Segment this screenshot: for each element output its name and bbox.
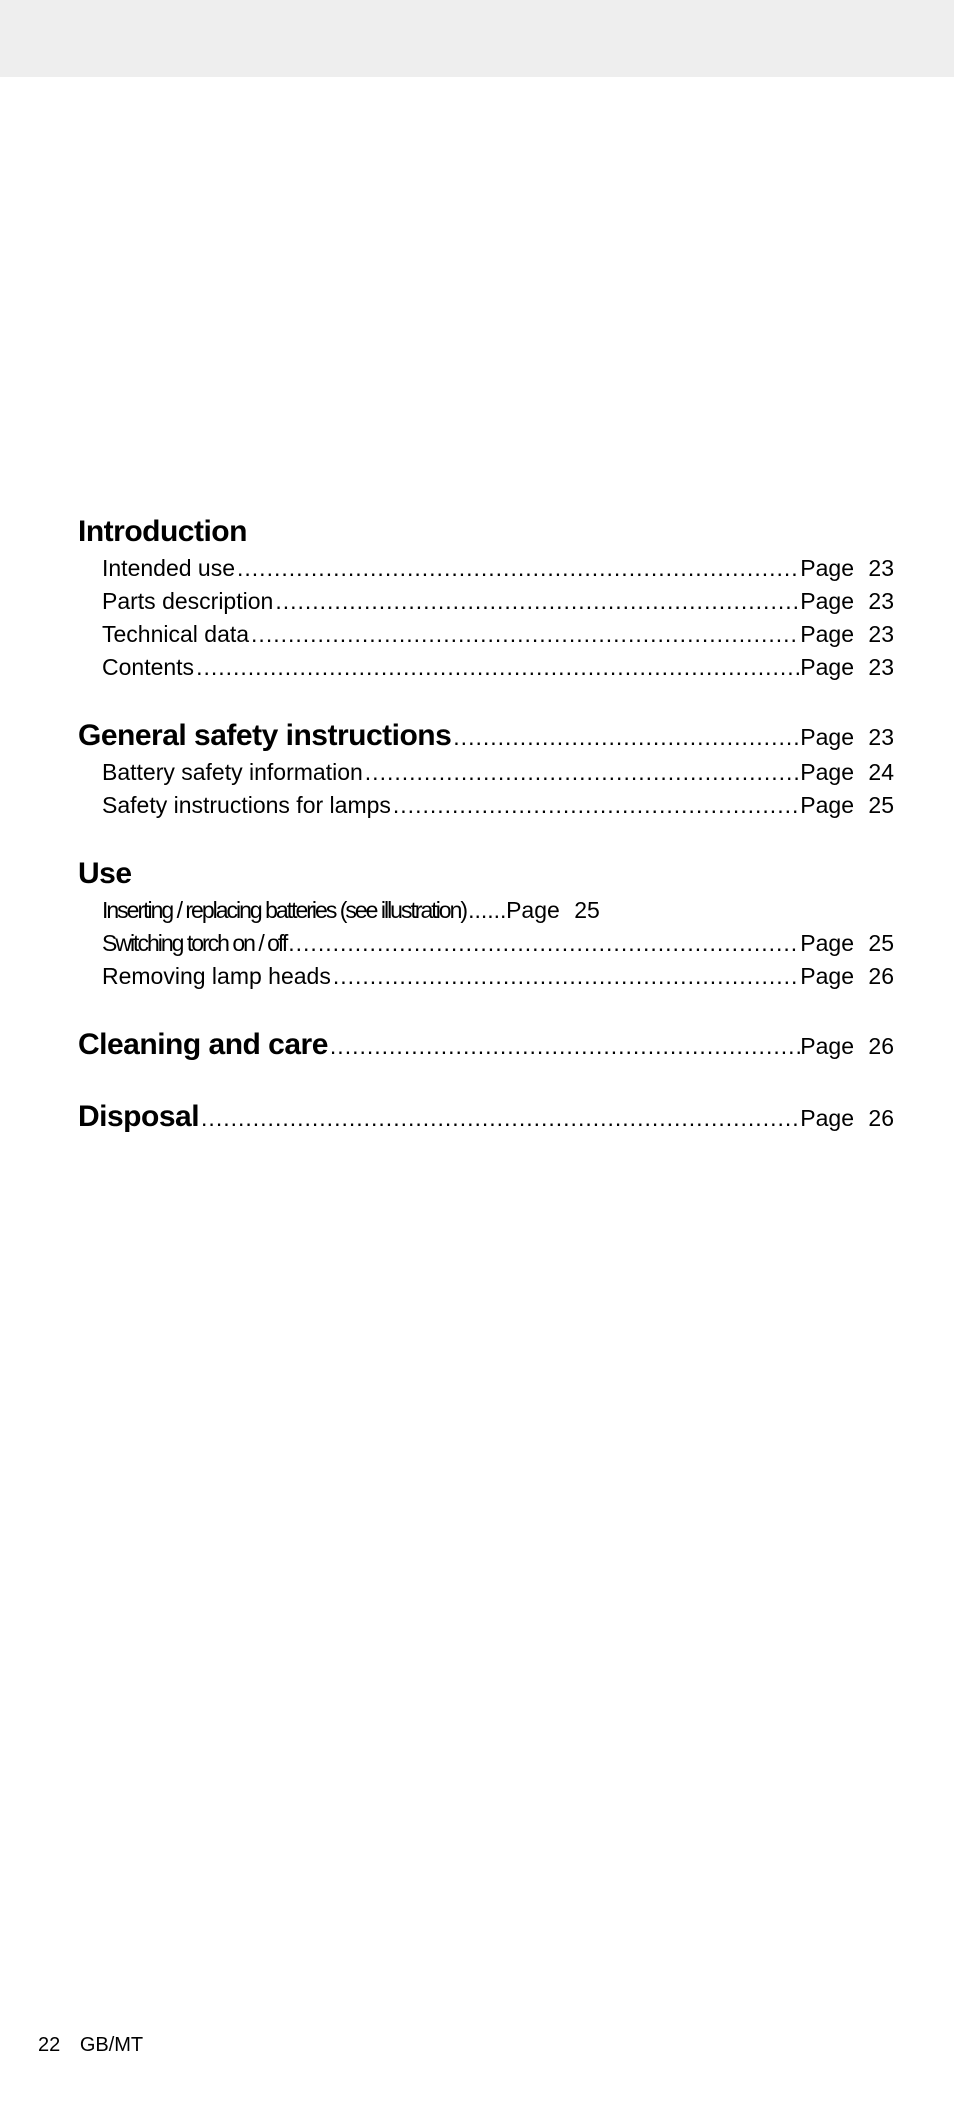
dot-leader <box>451 724 800 751</box>
page-label: Page <box>800 930 864 957</box>
toc-section: Use Inserting / replacing batteries (see … <box>78 857 894 990</box>
toc-section-heading-row: Cleaning and care Page26 <box>78 1028 894 1062</box>
toc-section-heading: Cleaning and care <box>78 1028 328 1062</box>
toc-entry-title: Parts description <box>102 588 273 615</box>
page-label: Page <box>800 588 864 615</box>
dot-leader <box>328 1033 800 1060</box>
page-label: Page <box>800 621 864 648</box>
page-label: Page <box>506 897 570 924</box>
toc-entry-title: Safety instructions for lamps <box>102 792 391 819</box>
toc-entry-title: Removing lamp heads <box>102 963 331 990</box>
toc-section-heading-row: Disposal Page26 <box>78 1100 894 1134</box>
page-number: 25 <box>864 792 894 819</box>
page-number: 26 <box>864 963 894 990</box>
toc-entry: Intended use Page23 <box>78 555 894 582</box>
toc-entry-title: Intended use <box>102 555 235 582</box>
toc-entry-title: Technical data <box>102 621 249 648</box>
dot-leader <box>331 963 800 990</box>
page-number: 23 <box>864 588 894 615</box>
toc-entry-title: Inserting / replacing batteries (see ill… <box>102 897 466 924</box>
page-label: Page <box>800 759 864 786</box>
dot-leader <box>363 759 800 786</box>
toc-section-heading: Disposal <box>78 1100 199 1134</box>
toc-section-heading: General safety instructions <box>78 719 451 753</box>
dot-leader <box>286 930 800 957</box>
toc-section-heading: Introduction <box>78 515 247 549</box>
toc-entry-title: Switching torch on / off <box>102 930 286 957</box>
page-body: IntroductionIntended usePage23Parts desc… <box>0 77 954 2121</box>
page-label: Page <box>800 792 864 819</box>
toc-section: General safety instructionsPage23Battery… <box>78 719 894 819</box>
toc-entry: Battery safety information Page24 <box>78 759 894 786</box>
toc-entry: Inserting / replacing batteries (see ill… <box>78 897 894 924</box>
page-number: 23 <box>864 621 894 648</box>
toc-entry-title: Battery safety information <box>102 759 363 786</box>
page-label: Page <box>800 555 864 582</box>
page-footer: 22 GB/MT <box>38 2034 143 2057</box>
toc-entry: Removing lamp heads Page26 <box>78 963 894 990</box>
page-label: Page <box>800 963 864 990</box>
toc-entry: Parts description Page23 <box>78 588 894 615</box>
page-number: 26 <box>864 1105 894 1132</box>
page-label: Page <box>800 724 864 751</box>
toc-entry: Switching torch on / off Page25 <box>78 930 894 957</box>
page-number: 23 <box>864 724 894 751</box>
toc-section: Disposal Page26 <box>78 1100 894 1134</box>
dot-leader <box>249 621 800 648</box>
toc-entry-title: Contents <box>102 654 194 681</box>
toc-section: Cleaning and care Page26 <box>78 1028 894 1062</box>
page-label: Page <box>800 654 864 681</box>
page-number: 25 <box>570 897 600 924</box>
toc-section-heading: Use <box>78 857 132 891</box>
toc-section-heading-row: General safety instructions Page23 <box>78 719 894 753</box>
toc-section-heading-row: Use <box>78 857 894 891</box>
dot-leader <box>235 555 800 582</box>
page-number: 23 <box>864 654 894 681</box>
dot-leader <box>273 588 800 615</box>
page-number: 23 <box>864 555 894 582</box>
toc-entry: Safety instructions for lamps Page25 <box>78 792 894 819</box>
toc-entry: Technical data Page23 <box>78 621 894 648</box>
dot-leader <box>194 654 800 681</box>
table-of-contents: IntroductionIntended usePage23Parts desc… <box>78 515 894 1172</box>
page-number: 24 <box>864 759 894 786</box>
dot-leader <box>391 792 800 819</box>
page-number: 25 <box>864 930 894 957</box>
page-number: 26 <box>864 1033 894 1060</box>
dot-leader <box>199 1105 800 1132</box>
page-label: Page <box>800 1033 864 1060</box>
toc-entry: Contents Page23 <box>78 654 894 681</box>
footer-page-number: 22 <box>38 2034 60 2056</box>
toc-section: IntroductionIntended usePage23Parts desc… <box>78 515 894 681</box>
footer-region: GB/MT <box>80 2034 143 2056</box>
toc-section-heading-row: Introduction <box>78 515 894 549</box>
dot-leader <box>466 897 506 924</box>
page-label: Page <box>800 1105 864 1132</box>
